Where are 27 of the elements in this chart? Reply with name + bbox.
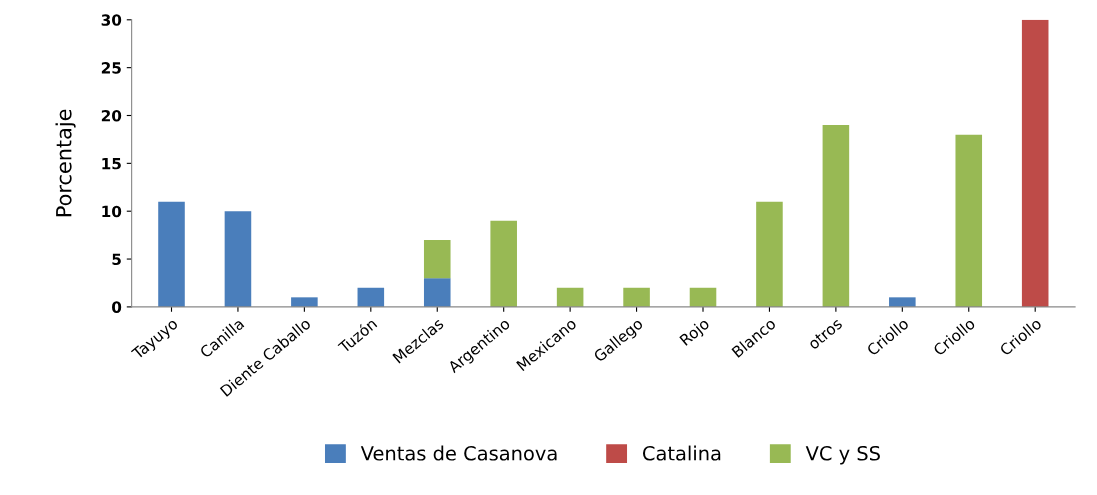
- bar: [158, 201, 185, 307]
- legend-label: Catalina: [642, 445, 721, 461]
- x-tick-label: Rojo: [678, 317, 712, 349]
- y-tick-label: 15: [102, 158, 121, 170]
- bar: [822, 125, 850, 307]
- y-tick-label: 20: [101, 109, 122, 122]
- bar: [224, 211, 252, 307]
- bar: [689, 287, 717, 307]
- y-tick-label: 5: [112, 253, 121, 266]
- y-tick-label: 10: [102, 205, 122, 218]
- y-tick-label: 25: [101, 62, 121, 74]
- bar: [623, 287, 650, 307]
- bar: [490, 220, 517, 307]
- bar: [423, 239, 451, 279]
- bar: [955, 134, 983, 307]
- bar: [756, 201, 783, 307]
- y-axis-title: Porcentaje: [55, 109, 76, 217]
- y-tick-label: 30: [101, 14, 122, 26]
- y-tick-label: 0: [112, 301, 122, 313]
- legend-label: VC y SS: [805, 445, 880, 465]
- legend-label: Ventas de Casanova: [360, 445, 557, 461]
- bar: [291, 297, 318, 307]
- bar: [556, 287, 584, 307]
- bar: [357, 287, 385, 307]
- bar: [423, 278, 451, 307]
- bar: [889, 297, 916, 307]
- bar: [1021, 19, 1049, 307]
